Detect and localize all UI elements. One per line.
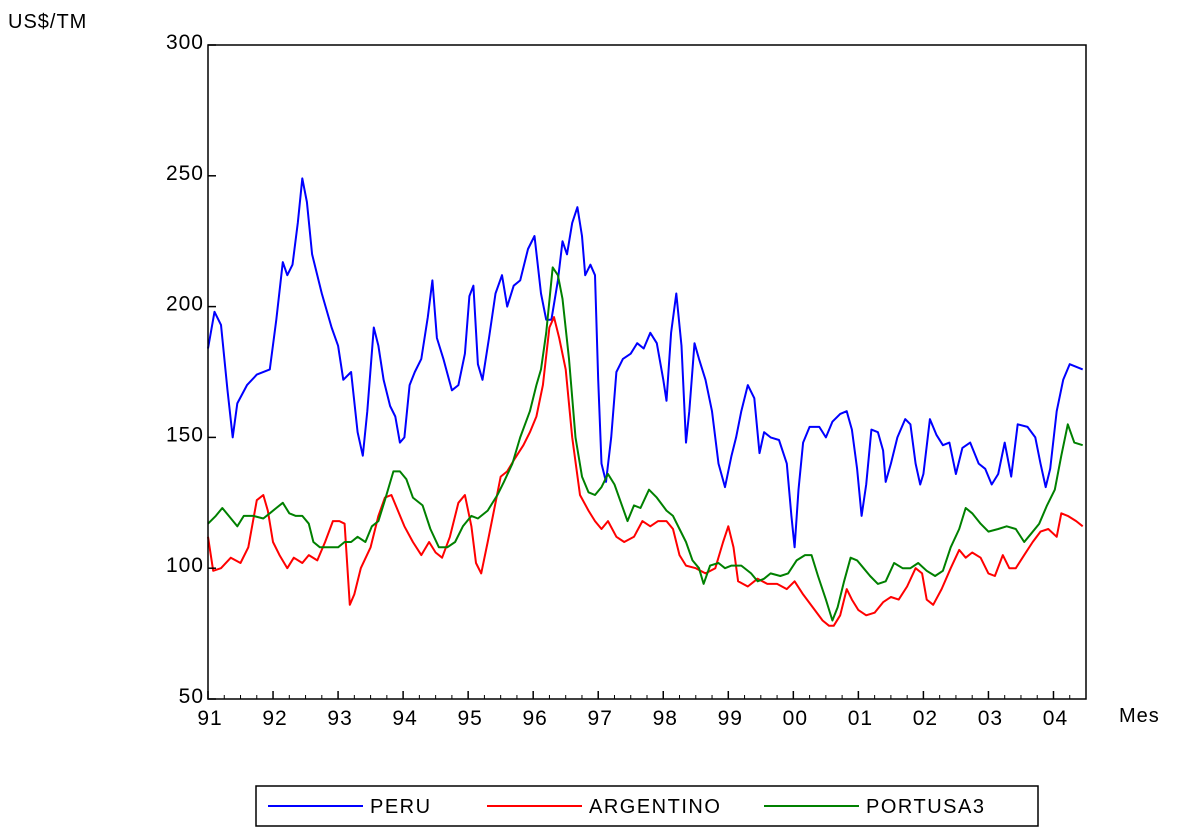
y-tick-label: 50 <box>179 685 204 708</box>
legend-label-portusa3: PORTUSA3 <box>866 796 985 818</box>
legend: PERU ARGENTINO PORTUSA3 <box>255 785 1039 827</box>
x-tick-label: 91 <box>197 707 222 730</box>
x-tick-label: 01 <box>848 707 873 730</box>
axis-ticks-group: 50 100 150 200 250 300 91 92 93 94 95 96 97 98 99 00 01 0… <box>166 31 1087 730</box>
legend-label-peru: PERU <box>370 796 432 818</box>
x-tick-label: 95 <box>457 707 482 730</box>
legend-box <box>255 785 1039 827</box>
plot-series-group <box>207 177 1084 627</box>
series-line-peru <box>207 177 1084 549</box>
x-tick-label: 03 <box>978 707 1003 730</box>
series-line-argentino <box>207 316 1084 627</box>
x-tick-label: 93 <box>327 707 352 730</box>
x-tick-label: 97 <box>588 707 613 730</box>
series-line-portusa3 <box>207 266 1083 622</box>
x-tick-label: 96 <box>523 707 548 730</box>
x-axis-title: Mes <box>1119 705 1160 727</box>
x-tick-label: 99 <box>718 707 743 730</box>
y-tick-label: 150 <box>166 423 204 446</box>
x-tick-label: 94 <box>392 707 417 730</box>
y-tick-label: 300 <box>166 31 204 54</box>
y-tick-label: 200 <box>166 293 204 316</box>
y-axis-title: US$/TM <box>8 11 87 33</box>
legend-label-argentino: ARGENTINO <box>589 796 721 818</box>
x-tick-label: 04 <box>1043 707 1068 730</box>
y-tick-label: 250 <box>166 162 204 185</box>
x-tick-label: 00 <box>783 707 808 730</box>
x-tick-label: 98 <box>653 707 678 730</box>
x-tick-label: 02 <box>913 707 938 730</box>
y-tick-label: 100 <box>166 554 204 577</box>
x-tick-label: 92 <box>262 707 287 730</box>
